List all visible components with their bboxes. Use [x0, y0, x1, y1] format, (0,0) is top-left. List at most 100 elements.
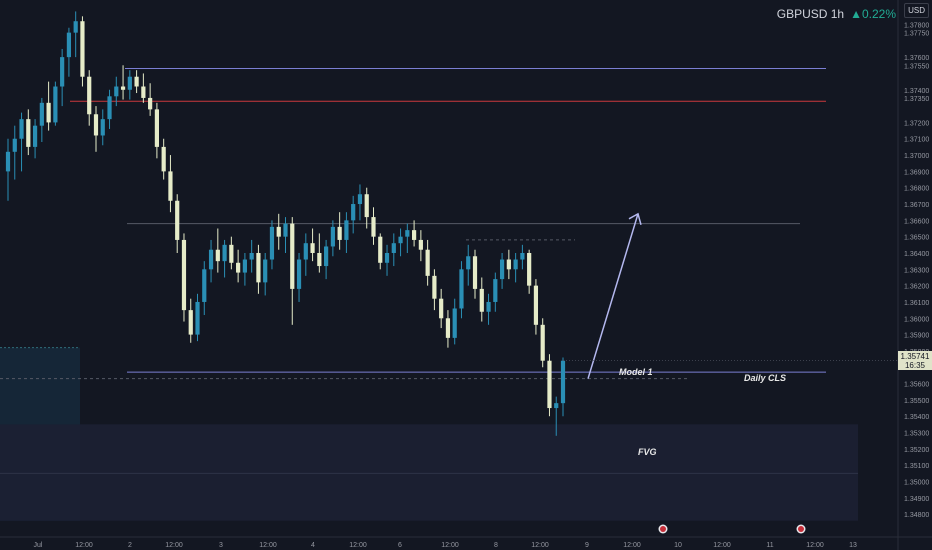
- candle: [263, 252, 268, 296]
- arrow-head: [628, 212, 642, 226]
- candle: [391, 233, 396, 267]
- candle-body: [154, 109, 160, 147]
- x-tick-label: 2: [128, 542, 132, 549]
- candle-body: [283, 223, 288, 237]
- candle-body: [114, 86, 119, 97]
- y-tick-label: 1.36600: [904, 218, 929, 225]
- candle: [296, 252, 302, 302]
- candle-body: [344, 220, 349, 240]
- chart-header: GBPUSD 1h ▲0.22%: [777, 7, 896, 21]
- candle: [513, 252, 518, 283]
- currency-label[interactable]: USD: [904, 3, 929, 18]
- candle: [378, 233, 383, 270]
- candle: [276, 213, 281, 250]
- candle-body: [425, 249, 430, 276]
- target-arrow: [587, 213, 639, 379]
- x-tick-label: 12:00: [75, 542, 93, 549]
- candle-body: [391, 243, 396, 253]
- y-tick-label: 1.36900: [904, 169, 929, 176]
- candle: [195, 293, 200, 342]
- y-tick-label: 1.35300: [904, 431, 929, 438]
- candle: [499, 252, 505, 289]
- candle: [554, 396, 559, 436]
- candle-body: [560, 360, 566, 404]
- candle-body: [303, 243, 308, 260]
- candle: [432, 269, 437, 311]
- symbol-label[interactable]: GBPUSD 1h: [776, 7, 845, 21]
- candle-body: [107, 96, 112, 120]
- y-tick-label: 1.36000: [904, 316, 929, 323]
- candle-body: [337, 226, 342, 240]
- candle-body: [100, 119, 105, 136]
- y-tick-label: 1.36400: [904, 251, 929, 258]
- candle-body: [73, 21, 78, 33]
- y-tick-label: 1.35000: [904, 480, 929, 487]
- candle-body: [547, 360, 552, 409]
- candle: [303, 233, 308, 276]
- x-tick-label: 12:00: [531, 542, 549, 549]
- candle: [107, 89, 112, 129]
- candle-body: [554, 403, 559, 409]
- candle-body: [32, 125, 38, 147]
- x-tick-label: 12:00: [349, 542, 367, 549]
- candle: [175, 194, 180, 253]
- candle: [317, 233, 322, 273]
- last-price-box: 1.35741 16:35: [898, 350, 932, 370]
- candle: [445, 310, 451, 348]
- candle-body: [384, 252, 390, 263]
- candle-body: [533, 285, 539, 325]
- candle: [32, 119, 38, 159]
- candle: [506, 249, 511, 280]
- candle-body: [324, 246, 329, 267]
- candle-body: [249, 252, 254, 260]
- candle-body: [87, 76, 92, 115]
- flag-dot: [660, 526, 666, 532]
- x-tick-label: 12:00: [165, 542, 183, 549]
- candle: [344, 212, 349, 253]
- candle: [134, 70, 139, 94]
- candle: [242, 252, 247, 286]
- candle: [120, 65, 126, 100]
- x-tick-label: 12:00: [806, 542, 824, 549]
- candle: [148, 83, 153, 116]
- candle: [547, 354, 552, 417]
- candle: [5, 138, 11, 201]
- candle-body: [46, 102, 51, 123]
- candle: [66, 27, 72, 77]
- candle: [87, 70, 92, 126]
- candle: [357, 184, 363, 221]
- candle-body: [527, 252, 532, 286]
- flag-dot: [798, 526, 804, 532]
- candle-body: [466, 256, 471, 270]
- candle-body: [296, 259, 302, 289]
- candle-body: [66, 32, 72, 58]
- candle-body: [351, 204, 356, 221]
- y-tick-label: 1.37600: [904, 55, 929, 62]
- candle-body: [181, 239, 187, 311]
- candle: [154, 102, 160, 159]
- candle-body: [398, 236, 403, 244]
- candle: [236, 249, 241, 283]
- candle-body: [208, 249, 214, 270]
- bar-countdown: 16:35: [904, 360, 926, 370]
- candle: [337, 212, 342, 250]
- candle-body: [53, 86, 58, 123]
- candle: [46, 81, 51, 131]
- y-tick-label: 1.37750: [904, 31, 929, 38]
- candle: [222, 239, 227, 278]
- candle: [330, 220, 335, 257]
- candle: [19, 112, 24, 172]
- candle-body: [364, 194, 369, 218]
- x-tick-label: 3: [219, 542, 223, 549]
- candle-body: [276, 226, 281, 237]
- x-tick-label: 10: [674, 542, 682, 549]
- candle-body: [93, 114, 99, 136]
- candle-body: [195, 301, 200, 335]
- candle: [141, 73, 146, 103]
- candle: [290, 217, 295, 325]
- candle-body: [520, 252, 525, 260]
- y-tick-label: 1.37550: [904, 63, 929, 70]
- candle-body: [493, 279, 498, 302]
